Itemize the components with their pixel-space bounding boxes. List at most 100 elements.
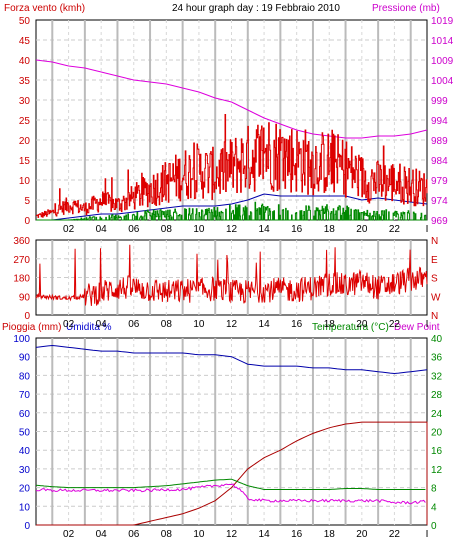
panel-1-x-tick: 14 bbox=[259, 224, 271, 235]
panel-1-x-tick: 18 bbox=[324, 224, 336, 235]
panel-1-left-tick: 25 bbox=[19, 116, 31, 127]
panel-1-left-tick: 15 bbox=[19, 156, 31, 167]
panel-1-left-tick: 45 bbox=[19, 36, 31, 47]
panel-3-x-tick: 18 bbox=[324, 529, 336, 540]
panel-2-x-tick: 12 bbox=[226, 319, 238, 330]
panel-3-x-tick: 16 bbox=[291, 529, 303, 540]
pressure-axis-title: Pressione (mb) bbox=[372, 3, 440, 14]
chart-title: 24 hour graph day : 19 Febbraio 2010 bbox=[172, 3, 340, 14]
panel-1-right-tick: 974 bbox=[431, 196, 448, 207]
series-wind_avg bbox=[36, 193, 428, 221]
panel-2-x-tick: I bbox=[426, 319, 429, 330]
panel-1-left-tick: 0 bbox=[24, 216, 30, 227]
panel-1-x-tick: 22 bbox=[389, 224, 401, 235]
panel-1-right-tick: 1009 bbox=[431, 56, 454, 67]
panel-2-x-tick: 10 bbox=[193, 319, 205, 330]
panel-2-x-tick: 22 bbox=[389, 319, 401, 330]
panel-1-x-tick: 10 bbox=[193, 224, 205, 235]
panel-2-x-tick: 16 bbox=[291, 319, 303, 330]
panel-1-right-tick: 979 bbox=[431, 176, 448, 187]
panel-1-left-tick: 35 bbox=[19, 76, 31, 87]
panel-2-right-tick: N bbox=[431, 236, 438, 247]
panel-2-left-tick: 0 bbox=[24, 311, 30, 322]
series-wind bbox=[36, 114, 428, 218]
panel-1-left-tick: 5 bbox=[24, 196, 30, 207]
panel-1-x-tick: 16 bbox=[291, 224, 303, 235]
panel-3-right-tick: 8 bbox=[431, 484, 437, 495]
panel-2-right-tick: W bbox=[431, 292, 441, 303]
panel-3-left-tick: 0 bbox=[24, 521, 30, 532]
panel-1-right-tick: 969 bbox=[431, 216, 448, 227]
panel-2-left-tick: 180 bbox=[13, 274, 30, 285]
panel-3-left-tick: 70 bbox=[19, 390, 31, 401]
panel-2-x-tick: 04 bbox=[96, 319, 108, 330]
panel-3-x-tick: 02 bbox=[63, 529, 75, 540]
dewpoint-axis-title: Dew Point bbox=[394, 322, 440, 333]
panel-2-x-tick: 18 bbox=[324, 319, 336, 330]
panel-2-x-tick: 14 bbox=[259, 319, 271, 330]
panel-2-x-tick: 08 bbox=[161, 319, 173, 330]
panel-1-x-tick: 12 bbox=[226, 224, 238, 235]
panel-3-x-tick: 20 bbox=[356, 529, 368, 540]
panel-3-left-tick: 30 bbox=[19, 465, 31, 476]
panel-1-left-tick: 50 bbox=[19, 16, 31, 27]
panel-3-x-tick: 12 bbox=[226, 529, 238, 540]
panel-3-x-tick: 10 bbox=[193, 529, 205, 540]
panel-1-x-tick: 06 bbox=[128, 224, 140, 235]
series-wind_low bbox=[36, 201, 427, 221]
panel-2-left-tick: 360 bbox=[13, 236, 30, 247]
panel-1-left-tick: 40 bbox=[19, 56, 31, 67]
series-temperature bbox=[35, 478, 426, 490]
panel-3-x-tick: I bbox=[426, 529, 429, 540]
panel-3-right-tick: 24 bbox=[431, 409, 443, 420]
panel-3-right-tick: 12 bbox=[431, 465, 443, 476]
panel-3-right-tick: 28 bbox=[431, 390, 443, 401]
panel-3-x-tick: 06 bbox=[128, 529, 140, 540]
series-humidity bbox=[35, 344, 428, 375]
panel-2-right-tick: N bbox=[431, 311, 438, 322]
panel-1-x-tick: 20 bbox=[356, 224, 368, 235]
panel-3-left-tick: 100 bbox=[13, 334, 30, 345]
panel-1-right-tick: 1014 bbox=[431, 36, 454, 47]
panel-3-right-tick: 32 bbox=[431, 371, 443, 382]
panel-1-left-tick: 20 bbox=[19, 136, 31, 147]
rain-axis-title: Pioggia (mm) bbox=[2, 322, 61, 333]
panel-3-left-tick: 20 bbox=[19, 484, 31, 495]
panel-1-x-tick: I bbox=[426, 224, 429, 235]
panel-2-x-tick: 20 bbox=[356, 319, 368, 330]
panel-3-right-tick: 40 bbox=[431, 334, 443, 345]
temperature-axis-title: Temperatura (°C) bbox=[312, 322, 389, 333]
series-direction bbox=[35, 244, 428, 306]
panel-1-right-tick: 984 bbox=[431, 156, 448, 167]
panel-1-x-tick: 02 bbox=[63, 224, 75, 235]
panel-3-right-tick: 16 bbox=[431, 446, 443, 457]
panel-3-x-tick: 04 bbox=[96, 529, 108, 540]
panel-3-left-tick: 10 bbox=[19, 502, 31, 513]
panel-1-x-tick: 04 bbox=[96, 224, 108, 235]
panel-2-left-tick: 270 bbox=[13, 255, 30, 266]
panel-2-left-tick: 90 bbox=[19, 292, 31, 303]
panel-3-right-tick: 0 bbox=[431, 521, 437, 532]
series-pressure bbox=[35, 59, 428, 139]
wind-axis-title: Forza vento (kmh) bbox=[4, 3, 85, 14]
panel-2-x-tick: 02 bbox=[63, 319, 75, 330]
panel-3-left-tick: 40 bbox=[19, 446, 31, 457]
series-dew bbox=[35, 483, 426, 505]
panel-3-x-tick: 22 bbox=[389, 529, 401, 540]
panel-1-right-tick: 999 bbox=[431, 96, 448, 107]
panel-2-right-tick: S bbox=[431, 274, 438, 285]
panel-3-x-tick: 08 bbox=[161, 529, 173, 540]
panel-1-right-tick: 989 bbox=[431, 136, 448, 147]
panel-1-left-tick: 10 bbox=[19, 176, 31, 187]
panel-3-right-tick: 36 bbox=[431, 353, 443, 364]
panel-2-x-tick: 06 bbox=[128, 319, 140, 330]
panel-3-left-tick: 90 bbox=[19, 353, 31, 364]
panel-3-left-tick: 50 bbox=[19, 428, 31, 439]
panel-1-left-tick: 30 bbox=[19, 96, 31, 107]
panel-3-right-tick: 4 bbox=[431, 502, 437, 513]
humidity-axis-title: Umidita % bbox=[66, 322, 112, 333]
panel-3-right-tick: 20 bbox=[431, 428, 443, 439]
panel-3-left-tick: 80 bbox=[19, 371, 31, 382]
panel-3-x-tick: 14 bbox=[259, 529, 271, 540]
